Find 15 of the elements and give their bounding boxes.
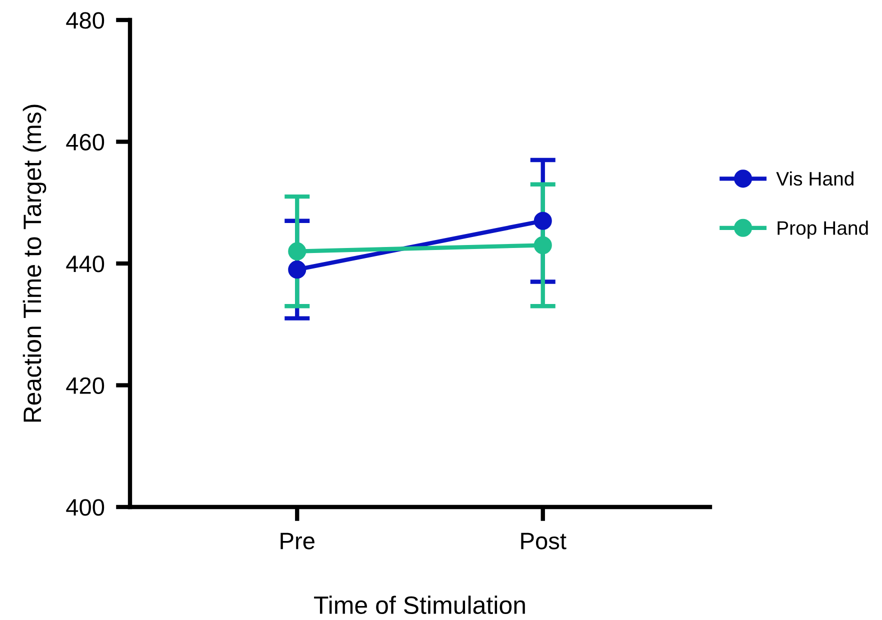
y-tick-label: 400 <box>66 499 104 516</box>
y-tick-label: 460 <box>66 134 104 151</box>
point <box>534 236 552 254</box>
y-tick-label: 440 <box>66 256 104 272</box>
x-axis-title: Time of Stimulation <box>314 596 525 614</box>
y-tick-label: 480 <box>66 12 104 29</box>
y-tick-label: 420 <box>66 377 104 394</box>
legend-label: Vis Hand <box>776 171 854 186</box>
y-axis-title: Reaction Time to Target (ms) <box>22 104 46 422</box>
point <box>288 260 306 279</box>
point <box>534 212 552 230</box>
x-tick-label: Pre <box>280 532 314 550</box>
legend-label: Prop Hand <box>778 220 868 239</box>
point <box>288 242 306 260</box>
x-tick-label: Post <box>521 532 566 550</box>
